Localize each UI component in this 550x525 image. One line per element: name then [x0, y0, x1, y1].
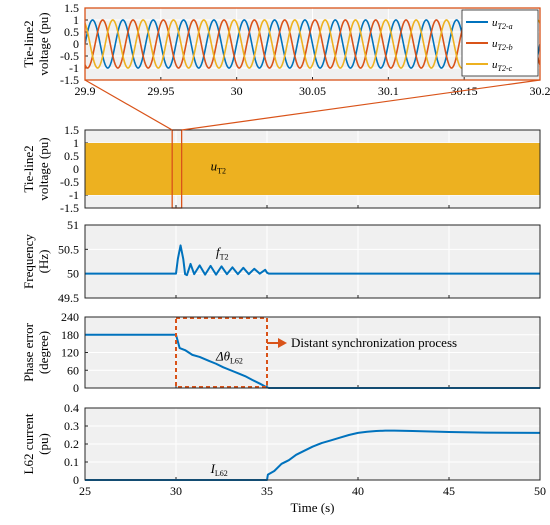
voltage-label: uT2	[211, 158, 226, 175]
panel-zoom: 1.510.50-0.5-1-1.529.9 29.95 30 30.05 30.1 30…	[21, 1, 550, 98]
arrow-head	[278, 338, 287, 348]
voltage-label-sub: T2	[217, 166, 226, 175]
current-xtick-label: 30	[170, 484, 182, 498]
legend-label-T2-b: uT2-b	[492, 38, 513, 52]
current-ylabel-line: (pu)	[36, 433, 51, 455]
series-current	[85, 429, 541, 481]
voltage-ylabel-line: voltage (pu)	[36, 137, 51, 200]
zoom-xtick-label: 30.1	[378, 84, 399, 98]
phase-ytick-label: 120	[61, 346, 79, 360]
zoom-outline	[84, 7, 541, 81]
phase-label-sub: L62	[230, 356, 243, 365]
phase-ylabel-line: Phase error	[21, 322, 36, 382]
frequency-label: fT2	[216, 245, 229, 262]
phase-ytick-label: 240	[61, 310, 79, 324]
panel-current: 0.4 0.3 0.2 0.1 025 30 35 40 45 50 L62 current(pu)…	[21, 401, 546, 515]
voltage-ytick-label: -1.5	[60, 201, 79, 215]
phase-label-main: Δθ	[215, 348, 231, 363]
current-xtick-label: 25	[79, 484, 91, 498]
frequency-ylabel: Frequency(Hz)	[21, 234, 51, 289]
frequency-ylabel-line: (Hz)	[36, 250, 51, 274]
zoom-xtick-label: 29.95	[147, 84, 174, 98]
phase-ytick-label: 0	[73, 381, 79, 395]
phase-frame	[84, 316, 541, 389]
frequency-plot-area	[85, 225, 540, 298]
zoom-ytick-label: 0.5	[64, 25, 79, 39]
legend-label-T2-a: uT2-a	[492, 17, 513, 31]
legend-main: u	[492, 38, 498, 50]
zoom-xtick-label: 30.05	[299, 84, 326, 98]
current-label-main: I	[210, 461, 216, 476]
voltage-ytick-label: -1	[69, 188, 79, 202]
phase-ytick-label: 180	[61, 328, 79, 342]
series-phase-error	[85, 333, 540, 389]
zoom-xtick-label: 30.2	[530, 84, 550, 98]
zoom-connector-right	[181, 79, 541, 131]
voltage-ylabel-line: Tie-line2	[21, 145, 36, 192]
zoom-xtick-label: 30	[231, 84, 243, 98]
voltage-frame	[84, 129, 541, 209]
frequency-frame	[84, 224, 541, 299]
voltage-ytick-label: 1.5	[64, 123, 79, 137]
zoom-ytick-label: 1	[73, 13, 79, 27]
zoom-ylabel-line: voltage (pu)	[36, 12, 51, 75]
current-label: IL62	[210, 461, 228, 478]
annotation-text: Distant synchronization process	[291, 335, 457, 350]
current-ytick-label: 0.3	[64, 419, 79, 433]
legend-label-T2-c: uT2-c	[492, 59, 513, 73]
legend-sub: T2-c	[498, 64, 513, 73]
panel-phase: 240 180 120 60 0 Phase error(degree) Distant s…	[21, 310, 541, 395]
current-frame	[84, 407, 541, 481]
series-frequency	[85, 244, 540, 277]
x-axis-label: Time (s)	[291, 500, 335, 515]
phase-ylabel-line: (degree)	[36, 331, 51, 374]
current-xtick-label: 35	[261, 484, 273, 498]
frequency-label-main: f	[216, 245, 222, 260]
zoom-ytick-label: -1.5	[60, 73, 79, 87]
current-xtick-label: 50	[534, 484, 546, 498]
frequency-ytick-label: 50	[67, 267, 79, 281]
voltage-ytick-label: 1	[73, 136, 79, 150]
current-ytick-label: 0.2	[64, 437, 79, 451]
current-ytick-label: 0.1	[64, 455, 79, 469]
sync-process-box	[175, 317, 268, 388]
voltage-label-main: u	[211, 158, 218, 173]
frequency-ytick-label: 49.5	[58, 291, 79, 305]
current-xtick-label: 40	[352, 484, 364, 498]
legend-sub: T2-b	[498, 43, 513, 52]
phase-ytick-label: 60	[67, 363, 79, 377]
frequency-ytick-label: 50.5	[58, 242, 79, 256]
frequency-ytick-label: 51	[67, 218, 79, 232]
panel-voltage: 1.510.50-0.5-1-1.5 Tie-line2voltage (pu) u…	[21, 123, 541, 215]
voltage-band	[85, 143, 540, 195]
zoom-xtick-label: 29.9	[75, 84, 96, 98]
zoom-ytick-label: 1.5	[64, 1, 79, 15]
zoom-ytick-label: -1	[69, 61, 79, 75]
frequency-ylabel-line: Frequency	[21, 234, 36, 289]
legend-sub: T2-a	[498, 22, 513, 31]
zoom-ylabel-line: Tie-line2	[21, 20, 36, 67]
voltage-ytick-label: 0.5	[64, 149, 79, 163]
voltage-ytick-label: -0.5	[60, 175, 79, 189]
panel-frequency: 51 50.5 50 49.5 Frequency(Hz) fT2	[21, 218, 541, 305]
zoom-connector-left	[84, 79, 173, 131]
current-label-sub: L62	[215, 469, 228, 478]
current-xtick-label: 45	[443, 484, 455, 498]
legend-main: u	[492, 59, 498, 71]
voltage-ytick-label: 0	[73, 162, 79, 176]
current-ylabel: L62 current(pu)	[21, 413, 51, 474]
legend-main: u	[492, 17, 498, 29]
current-ytick-label: 0.4	[64, 401, 79, 415]
frequency-label-sub: T2	[220, 253, 229, 262]
voltage-ylabel: Tie-line2voltage (pu)	[21, 137, 51, 200]
current-ylabel-line: L62 current	[21, 413, 36, 474]
zoom-ytick-label: 0	[73, 37, 79, 51]
phase-label: ΔθL62	[215, 348, 243, 365]
zoom-ytick-label: -0.5	[60, 49, 79, 63]
current-ytick-label: 0	[73, 473, 79, 487]
zoom-ylabel: Tie-line2voltage (pu)	[21, 12, 51, 75]
phase-ylabel: Phase error(degree)	[21, 322, 51, 382]
